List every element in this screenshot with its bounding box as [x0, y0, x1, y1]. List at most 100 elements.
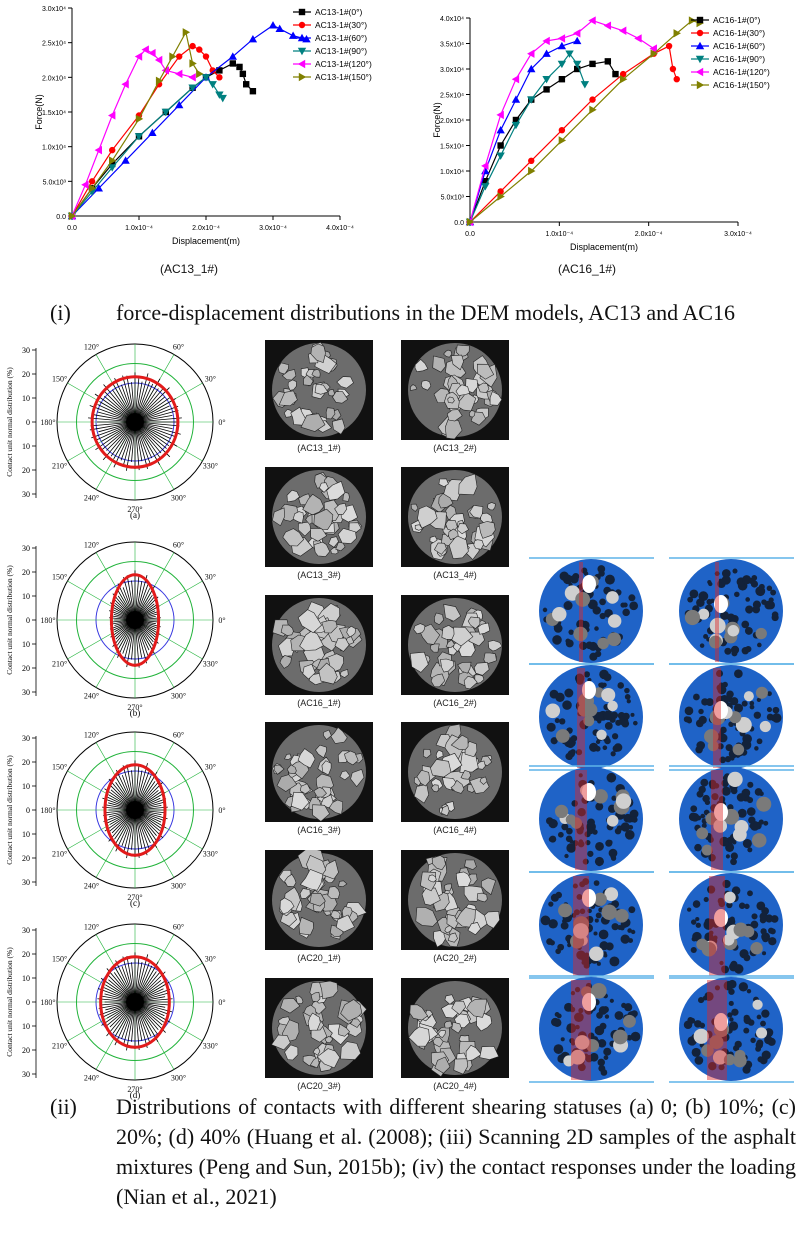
- angle-label: 30°: [205, 375, 216, 384]
- polar-plot: 30 20 10 0 10 20 30 Contact unit normal distrib…: [5, 923, 226, 1100]
- radial-tick-label: 10: [22, 1022, 30, 1031]
- contact-response-frame: [669, 556, 794, 668]
- data-point: [542, 36, 550, 46]
- x-tick-label: 4.0x10⁻⁴: [326, 225, 354, 232]
- legend-entry: AC13-1#(90°): [315, 46, 367, 56]
- data-point: [218, 94, 227, 103]
- data-point: [511, 75, 520, 84]
- data-point: [557, 34, 566, 43]
- series-line: [71, 62, 254, 217]
- data-point: [175, 69, 183, 79]
- scan-label: (AC16_4#): [433, 825, 477, 835]
- data-point: [229, 60, 236, 67]
- data-point: [511, 95, 521, 103]
- x-tick-label: 1.0x10⁻⁴: [125, 225, 153, 232]
- series-2: [67, 21, 311, 220]
- legend-marker: [695, 41, 705, 50]
- contact-response-frame: [529, 662, 654, 774]
- angle-label: 60°: [173, 731, 184, 740]
- angle-label: 180°: [40, 418, 55, 427]
- radial-tick-label: 10: [22, 830, 30, 839]
- angle-label: 330°: [203, 850, 218, 859]
- data-point: [497, 142, 504, 149]
- data-point: [557, 41, 567, 50]
- scan-label: (AC20_2#): [433, 953, 477, 963]
- radial-tick-label: 20: [22, 758, 30, 767]
- asphalt-scan-image: [401, 978, 509, 1078]
- angle-label: 300°: [171, 1073, 186, 1082]
- data-point: [542, 76, 551, 84]
- polar-axis-label: Contact unit normal distribution (%): [5, 947, 14, 1057]
- data-point: [196, 46, 203, 53]
- polar-plot: 30 20 10 0 10 20 30 Contact unit normal distrib…: [5, 731, 226, 908]
- series-line: [71, 24, 307, 217]
- legend-entry: AC16-1#(0°): [713, 15, 761, 25]
- asphalt-scan-image: [265, 467, 373, 567]
- data-point: [589, 105, 597, 114]
- x-tick-label: 3.0x10⁻⁴: [724, 231, 752, 238]
- angle-label: 0°: [218, 998, 225, 1007]
- series-5: [466, 16, 704, 227]
- angle-label: 60°: [173, 343, 184, 352]
- angle-label: 300°: [171, 881, 186, 890]
- legend-entry: AC13-1#(120°): [315, 59, 372, 69]
- angle-label: 180°: [40, 998, 55, 1007]
- data-point: [169, 52, 177, 61]
- y-tick-label: 2.0x10⁴: [440, 118, 464, 125]
- angle-label: 150°: [52, 763, 67, 772]
- contact-response-frame: [669, 870, 794, 982]
- angle-label: 60°: [173, 541, 184, 550]
- angle-label: 0°: [218, 806, 225, 815]
- data-point: [248, 35, 258, 43]
- data-point: [154, 55, 163, 65]
- data-point: [134, 52, 143, 61]
- radial-tick-label: 10: [22, 974, 30, 983]
- radial-tick-label: 20: [22, 854, 30, 863]
- data-point: [528, 166, 536, 176]
- angle-label: 180°: [40, 616, 55, 625]
- angle-label: 210°: [52, 660, 67, 669]
- contact-response-panel: [519, 550, 809, 1083]
- angle-label: 210°: [52, 1042, 67, 1051]
- legend-marker: [297, 33, 307, 42]
- data-point: [558, 136, 567, 145]
- angle-label: 150°: [52, 375, 67, 384]
- data-point: [481, 183, 490, 191]
- data-point: [573, 36, 582, 45]
- data-point: [109, 160, 116, 168]
- data-point: [268, 21, 278, 29]
- data-point: [588, 16, 596, 25]
- data-point: [208, 81, 217, 89]
- legend-marker: [298, 72, 307, 82]
- angle-label: 330°: [203, 660, 218, 669]
- legend-marker: [696, 80, 705, 90]
- radial-tick-label: 20: [22, 664, 30, 673]
- data-point: [496, 152, 505, 160]
- angle-label: 330°: [203, 1042, 218, 1051]
- angle-label: 60°: [173, 923, 184, 932]
- data-point: [109, 156, 117, 165]
- legend-entry: AC13-1#(30°): [315, 20, 367, 30]
- x-tick-label: 1.0x10⁻⁴: [545, 231, 573, 238]
- data-point: [618, 26, 627, 35]
- series-4: [67, 45, 196, 221]
- data-point: [121, 156, 130, 164]
- y-tick-label: 1.5x10⁴: [42, 110, 66, 117]
- polar-axis-label: Contact unit normal distribution (%): [5, 755, 14, 865]
- series-0: [466, 58, 619, 226]
- data-point: [141, 45, 149, 54]
- angle-label: 0°: [218, 616, 225, 625]
- legend-entry: AC16-1#(30°): [713, 28, 765, 38]
- force-displacement-chart-ac16: 0.0 1.0x10⁻⁴ 2.0x10⁻⁴ 3.0x10⁻⁴ 0.0 5.0x10³ 1.0…: [432, 15, 770, 252]
- data-point: [603, 21, 612, 30]
- data-point: [88, 178, 96, 185]
- scan-label: (AC20_1#): [297, 953, 341, 963]
- data-point: [216, 67, 223, 74]
- angle-label: 240°: [84, 881, 99, 890]
- scan-label: (AC13_2#): [433, 443, 477, 453]
- distribution-envelope: [90, 375, 180, 469]
- x-tick-label: 2.0x10⁻⁴: [635, 231, 663, 238]
- data-point: [604, 58, 612, 65]
- legend-entry: AC16-1#(120°): [713, 67, 770, 77]
- polar-plot: 30 20 10 0 10 20 30 Contact unit normal distrib…: [5, 541, 226, 718]
